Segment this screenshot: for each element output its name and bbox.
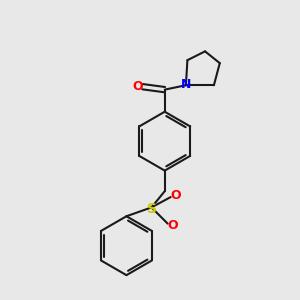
Text: S: S: [147, 202, 157, 216]
Text: O: O: [167, 219, 178, 232]
Text: O: O: [132, 80, 143, 93]
Text: N: N: [181, 78, 192, 91]
Text: O: O: [170, 189, 181, 202]
